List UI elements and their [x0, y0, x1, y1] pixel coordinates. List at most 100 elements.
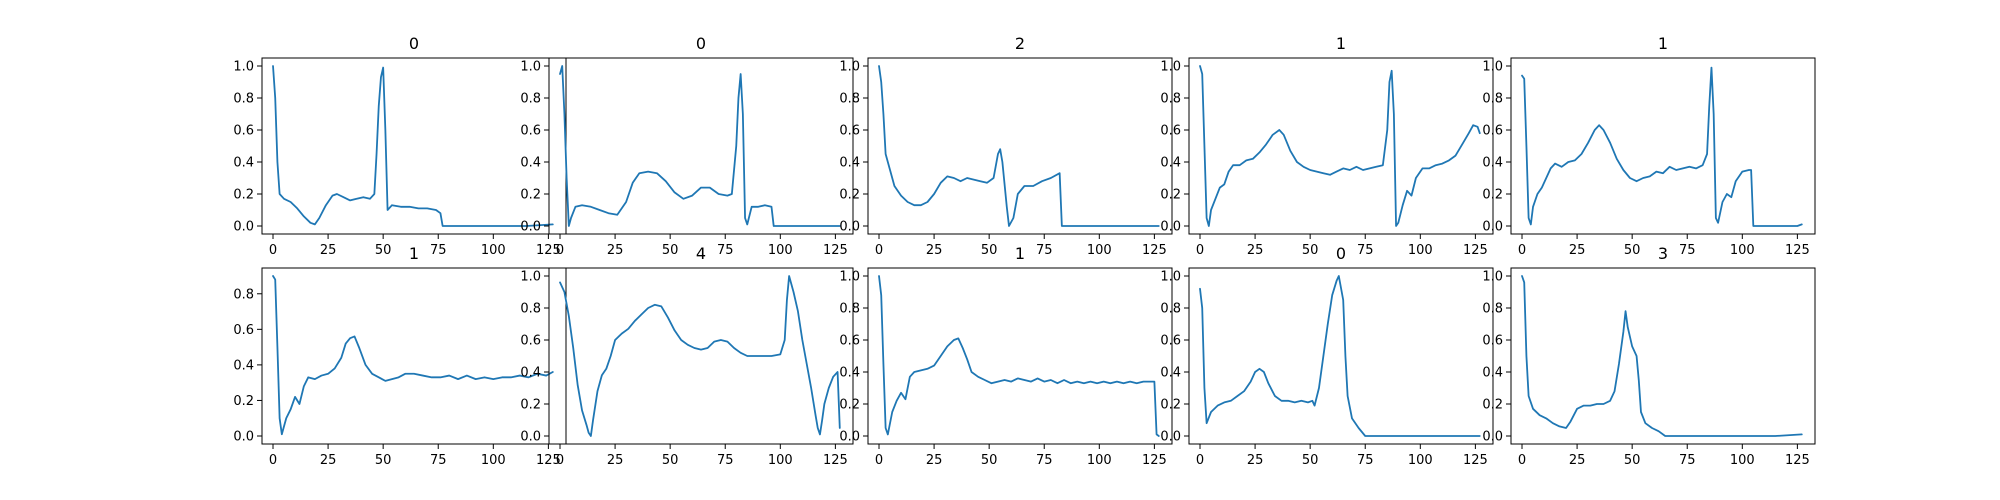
- y-tick-label: 0.8: [233, 92, 254, 107]
- y-tick-label: 0.4: [1482, 366, 1503, 381]
- y-tick-label: 0.8: [520, 302, 541, 317]
- y-tick-label: 1.0: [1482, 60, 1503, 75]
- x-tick-label: 100: [1087, 453, 1112, 468]
- x-tick-label: 75: [717, 453, 734, 468]
- axes-frame: [1188, 57, 1494, 235]
- x-tick-label: 0: [1518, 453, 1526, 468]
- y-tick-label: 1.0: [1160, 60, 1181, 75]
- subplot-7: 4 0 25 50 75 100 125 0.0 0.2 0.4 0.6 0.8 1.0: [520, 244, 854, 468]
- x-tick-label: 125: [1142, 453, 1167, 468]
- y-tick-label: 0.8: [839, 92, 860, 107]
- series-line: [878, 275, 1160, 437]
- subplot-title: 0: [696, 34, 706, 53]
- series-line: [1521, 275, 1803, 437]
- x-tick-label: 100: [768, 453, 793, 468]
- subplot-title: 1: [409, 244, 419, 263]
- y-tick-label: 0.4: [233, 156, 254, 171]
- y-tick-label: 1.0: [520, 270, 541, 285]
- y-tick-label: 0.8: [233, 287, 254, 302]
- y-tick-label: 0.2: [233, 188, 254, 203]
- y-tick-label: 1.0: [520, 60, 541, 75]
- x-tick-label: 50: [375, 243, 392, 258]
- x-tick-label: 75: [1036, 453, 1053, 468]
- x-tick-label: 50: [375, 453, 392, 468]
- x-tick-label: 0: [556, 453, 564, 468]
- x-tick-label: 125: [1463, 243, 1488, 258]
- series-line: [559, 275, 841, 437]
- x-tick-label: 0: [1196, 243, 1204, 258]
- y-tick-label: 0.2: [839, 398, 860, 413]
- y-tick-label: 0.0: [233, 220, 254, 235]
- x-tick-label: 125: [823, 453, 848, 468]
- y-tick-label: 0.6: [520, 124, 541, 139]
- axes-frame: [867, 267, 1173, 445]
- series-line: [1199, 65, 1481, 227]
- x-tick-label: 0: [269, 243, 277, 258]
- x-tick-label: 100: [1408, 243, 1433, 258]
- subplot-5: 1 0 25 50 75 100 125 0.0 0.2 0.4 0.6 0.8 1.0: [1482, 34, 1816, 258]
- subplot-3: 2 0 25 50 75 100 125 0.0 0.2 0.4 0.6 0.8 1.0: [839, 34, 1173, 258]
- axes-frame: [1510, 267, 1816, 445]
- y-tick-label: 0.8: [839, 302, 860, 317]
- x-tick-label: 75: [1357, 453, 1374, 468]
- y-tick-label: 0.2: [1160, 188, 1181, 203]
- y-tick-label: 0.0: [839, 220, 860, 235]
- y-tick-label: 0.4: [839, 366, 860, 381]
- x-tick-label: 100: [1087, 243, 1112, 258]
- y-tick-label: 1.0: [839, 60, 860, 75]
- y-tick-label: 1.0: [233, 60, 254, 75]
- x-tick-label: 125: [1142, 243, 1167, 258]
- subplot-2: 0 0 25 50 75 100 125 0.0 0.2 0.4 0.6 0.8 1.0: [520, 34, 854, 258]
- x-tick-label: 50: [1302, 453, 1319, 468]
- subplot-title: 1: [1658, 34, 1668, 53]
- x-tick-label: 0: [875, 243, 883, 258]
- y-tick-label: 0.8: [1482, 92, 1503, 107]
- y-tick-label: 0.2: [1482, 188, 1503, 203]
- subplot-8: 1 0 25 50 75 100 125 0.0 0.2 0.4 0.6 0.8 1.0: [839, 244, 1173, 468]
- x-tick-label: 100: [481, 453, 506, 468]
- axes-frame: [548, 267, 854, 445]
- x-tick-label: 50: [1624, 453, 1641, 468]
- subplot-title: 1: [1015, 244, 1025, 263]
- x-tick-label: 50: [1302, 243, 1319, 258]
- y-tick-label: 0.0: [1160, 430, 1181, 445]
- x-tick-label: 75: [430, 243, 447, 258]
- y-tick-label: 0.0: [839, 430, 860, 445]
- x-tick-label: 0: [269, 453, 277, 468]
- x-tick-label: 50: [981, 243, 998, 258]
- x-tick-label: 75: [1357, 243, 1374, 258]
- y-tick-label: 0.4: [1482, 156, 1503, 171]
- y-tick-label: 0.6: [1160, 334, 1181, 349]
- y-tick-label: 0.8: [1160, 92, 1181, 107]
- y-tick-label: 0.0: [520, 220, 541, 235]
- series-line: [1521, 66, 1803, 227]
- x-tick-label: 100: [1730, 243, 1755, 258]
- x-tick-label: 25: [607, 243, 624, 258]
- subplot-title: 2: [1015, 34, 1025, 53]
- x-tick-label: 50: [662, 453, 679, 468]
- subplot-9: 0 0 25 50 75 100 125 0.0 0.2 0.4 0.6 0.8 1.0: [1160, 244, 1494, 468]
- x-tick-label: 25: [320, 243, 337, 258]
- series-line: [878, 65, 1160, 227]
- y-tick-label: 0.0: [233, 430, 254, 445]
- x-tick-label: 25: [1569, 243, 1586, 258]
- x-tick-label: 25: [1247, 243, 1264, 258]
- x-tick-label: 125: [823, 243, 848, 258]
- y-tick-label: 0.0: [1482, 430, 1503, 445]
- subplot-title: 4: [696, 244, 706, 263]
- y-tick-label: 0.4: [520, 366, 541, 381]
- subplot-title: 3: [1658, 244, 1668, 263]
- y-tick-label: 0.6: [839, 334, 860, 349]
- subplot-10: 3 0 25 50 75 100 125 0.0 0.2 0.4 0.6 0.8 1.0: [1482, 244, 1816, 468]
- y-tick-label: 0.6: [233, 124, 254, 139]
- axes-frame: [1510, 57, 1816, 235]
- x-tick-label: 100: [1408, 453, 1433, 468]
- x-tick-label: 75: [1679, 243, 1696, 258]
- x-tick-label: 100: [1730, 453, 1755, 468]
- x-tick-label: 25: [1569, 453, 1586, 468]
- y-tick-label: 0.6: [1482, 124, 1503, 139]
- x-tick-label: 75: [1679, 453, 1696, 468]
- y-tick-label: 0.6: [233, 323, 254, 338]
- y-tick-label: 0.6: [1160, 124, 1181, 139]
- y-tick-label: 1.0: [1482, 270, 1503, 285]
